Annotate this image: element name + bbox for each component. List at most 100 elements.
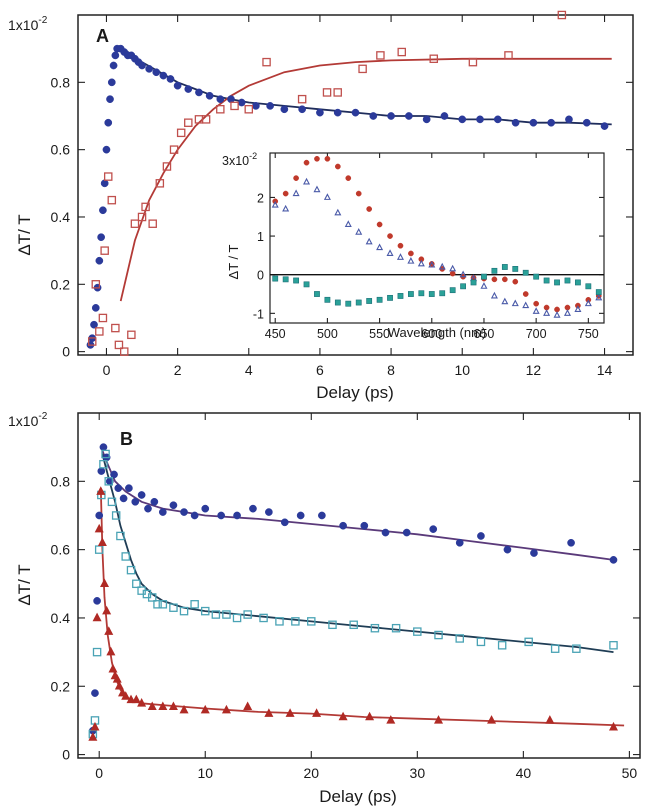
data-point (365, 237, 373, 245)
data-point (355, 190, 362, 197)
y-tick-label: 0.2 (51, 276, 71, 292)
data-point (252, 102, 260, 110)
data-point (530, 549, 538, 557)
data-point (138, 61, 146, 70)
data-point (296, 511, 305, 520)
data-point (271, 200, 279, 208)
data-point (458, 115, 467, 124)
inset-axes: 450 500 550 600 650 700 750 -1 0 1 2 (253, 153, 604, 341)
data-point (280, 105, 289, 114)
panel-b-axes: 0 10 20 30 40 50 0 0.2 0.4 0.6 0.8 (51, 413, 640, 781)
data-point (316, 108, 324, 117)
data-point (567, 538, 575, 547)
data-point (190, 600, 199, 609)
data-point (104, 118, 113, 127)
data-point (339, 521, 347, 530)
data-point (408, 250, 414, 257)
x-tick-label: 650 (474, 327, 495, 341)
x-tick-label: 30 (410, 765, 426, 781)
data-point (455, 538, 464, 547)
data-point (522, 269, 529, 276)
data-point (351, 108, 360, 117)
data-point (344, 220, 352, 227)
data-point (563, 309, 571, 316)
data-point (159, 71, 168, 80)
data-point (111, 51, 120, 60)
data-point (262, 57, 271, 67)
y-tick-label: 0.4 (51, 610, 71, 626)
data-point (460, 283, 466, 290)
data-point (397, 242, 404, 249)
data-point (200, 606, 210, 616)
data-point (99, 206, 107, 215)
data-point (99, 578, 110, 588)
data-point (345, 300, 352, 307)
data-point (221, 704, 231, 714)
data-point (168, 701, 178, 711)
data-point (217, 511, 226, 520)
data-point (285, 708, 295, 717)
data-point (293, 277, 299, 284)
data-point (244, 105, 254, 114)
data-point (575, 279, 581, 286)
inset-y-axis-title: ΔT / T (226, 244, 241, 279)
data-point (366, 298, 373, 304)
x-tick-label: 14 (597, 362, 613, 378)
data-point (418, 290, 425, 297)
data-point (324, 296, 331, 303)
data-point (585, 283, 592, 290)
data-point (100, 246, 109, 255)
data-point (201, 115, 211, 124)
data-point (501, 264, 508, 270)
x-tick-label: 550 (369, 327, 390, 341)
panel-b-y-exponent: 1x10-2 (8, 411, 48, 429)
data-point (533, 273, 540, 280)
data-point (249, 504, 257, 513)
data-point (522, 291, 529, 297)
data-point (107, 497, 117, 507)
data-point (103, 172, 113, 181)
data-point (595, 289, 602, 295)
data-point (512, 266, 519, 272)
data-point (230, 101, 239, 111)
data-point (148, 219, 157, 228)
data-point (477, 532, 485, 540)
data-point (497, 641, 507, 650)
data-point (370, 623, 380, 633)
data-point (565, 115, 573, 124)
data-point (111, 511, 121, 520)
data-point (95, 256, 104, 265)
panel-b-data-points (88, 443, 619, 741)
panel-b-y-axis-title: ΔT/ T (15, 564, 34, 605)
x-tick-label: 8 (387, 362, 395, 378)
inset-background (270, 153, 604, 323)
data-point (211, 610, 221, 619)
data-point (266, 102, 274, 110)
data-point (503, 545, 512, 554)
data-point (402, 528, 411, 537)
data-point (609, 556, 618, 564)
x-tick-label: 2 (174, 362, 182, 378)
y-tick-label: 0.6 (51, 542, 71, 558)
data-point (176, 128, 186, 138)
data-point (153, 600, 162, 609)
data-point (545, 715, 555, 724)
data-point (468, 57, 478, 67)
data-point (131, 497, 140, 506)
data-point (169, 145, 179, 154)
data-point (386, 715, 396, 724)
data-point (459, 270, 467, 278)
x-tick-label: 500 (317, 327, 338, 341)
data-point (491, 267, 498, 274)
data-point (91, 689, 99, 697)
x-tick-label: 0 (103, 362, 111, 378)
data-point (529, 118, 538, 127)
data-point (147, 701, 157, 711)
data-point (116, 531, 125, 541)
data-point (376, 51, 385, 60)
data-point (334, 208, 342, 216)
data-point (303, 281, 310, 288)
data-point (121, 552, 130, 561)
data-point (322, 88, 332, 97)
